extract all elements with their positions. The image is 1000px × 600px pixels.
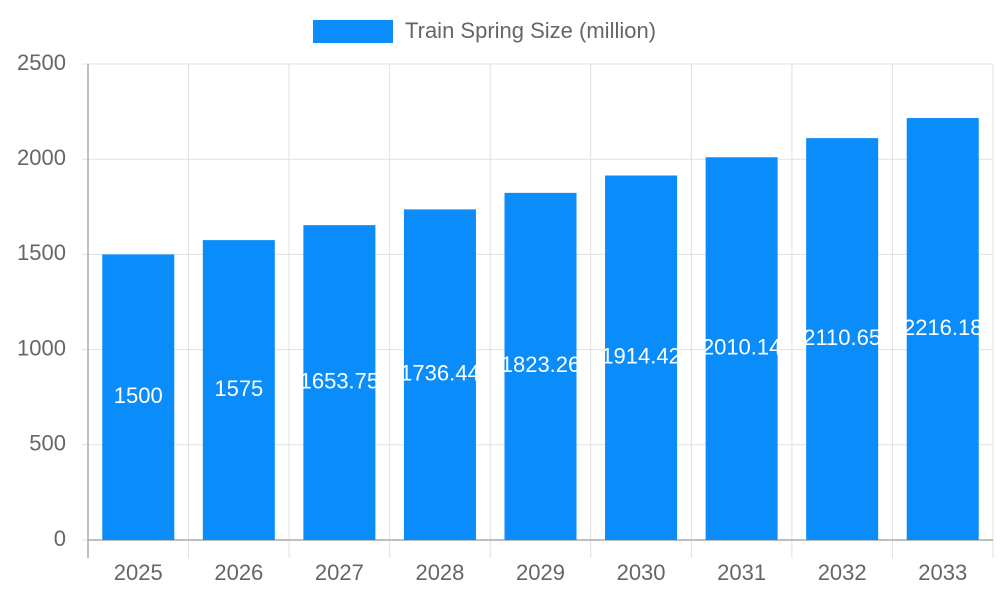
- data-label: 1653.75: [300, 368, 380, 393]
- y-tick-label: 2500: [17, 50, 66, 75]
- data-label: 1914.42: [601, 344, 681, 369]
- bar: [102, 254, 175, 540]
- y-tick-label: 1500: [17, 240, 66, 265]
- y-tick-label: 500: [29, 431, 66, 456]
- bar: [303, 225, 376, 540]
- x-tick-label: 2029: [516, 560, 565, 585]
- bar: [202, 240, 275, 540]
- bar: [705, 157, 778, 540]
- y-tick-label: 2000: [17, 145, 66, 170]
- x-tick-label: 2030: [617, 560, 666, 585]
- data-label: 1736.44: [400, 361, 480, 386]
- bar: [806, 138, 879, 540]
- data-label: 1823.26: [501, 352, 581, 377]
- x-tick-label: 2032: [818, 560, 867, 585]
- x-tick-label: 2031: [717, 560, 766, 585]
- bar: [504, 192, 577, 540]
- x-tick-label: 2033: [918, 560, 967, 585]
- bar: [605, 175, 678, 540]
- x-tick-label: 2028: [415, 560, 464, 585]
- bar: [906, 118, 979, 540]
- bar: [403, 209, 476, 540]
- data-label: 2010.14: [702, 334, 782, 359]
- legend-swatch: [313, 20, 393, 43]
- data-label: 2216.18: [903, 315, 983, 340]
- x-tick-label: 2026: [214, 560, 263, 585]
- data-label: 1575: [214, 376, 263, 401]
- y-tick-label: 0: [54, 526, 66, 551]
- data-label: 1500: [114, 383, 163, 408]
- legend-label: Train Spring Size (million): [405, 18, 656, 43]
- data-label: 2110.65: [803, 325, 881, 350]
- y-tick-label: 1000: [17, 335, 66, 360]
- x-tick-label: 2027: [315, 560, 364, 585]
- x-tick-label: 2025: [114, 560, 163, 585]
